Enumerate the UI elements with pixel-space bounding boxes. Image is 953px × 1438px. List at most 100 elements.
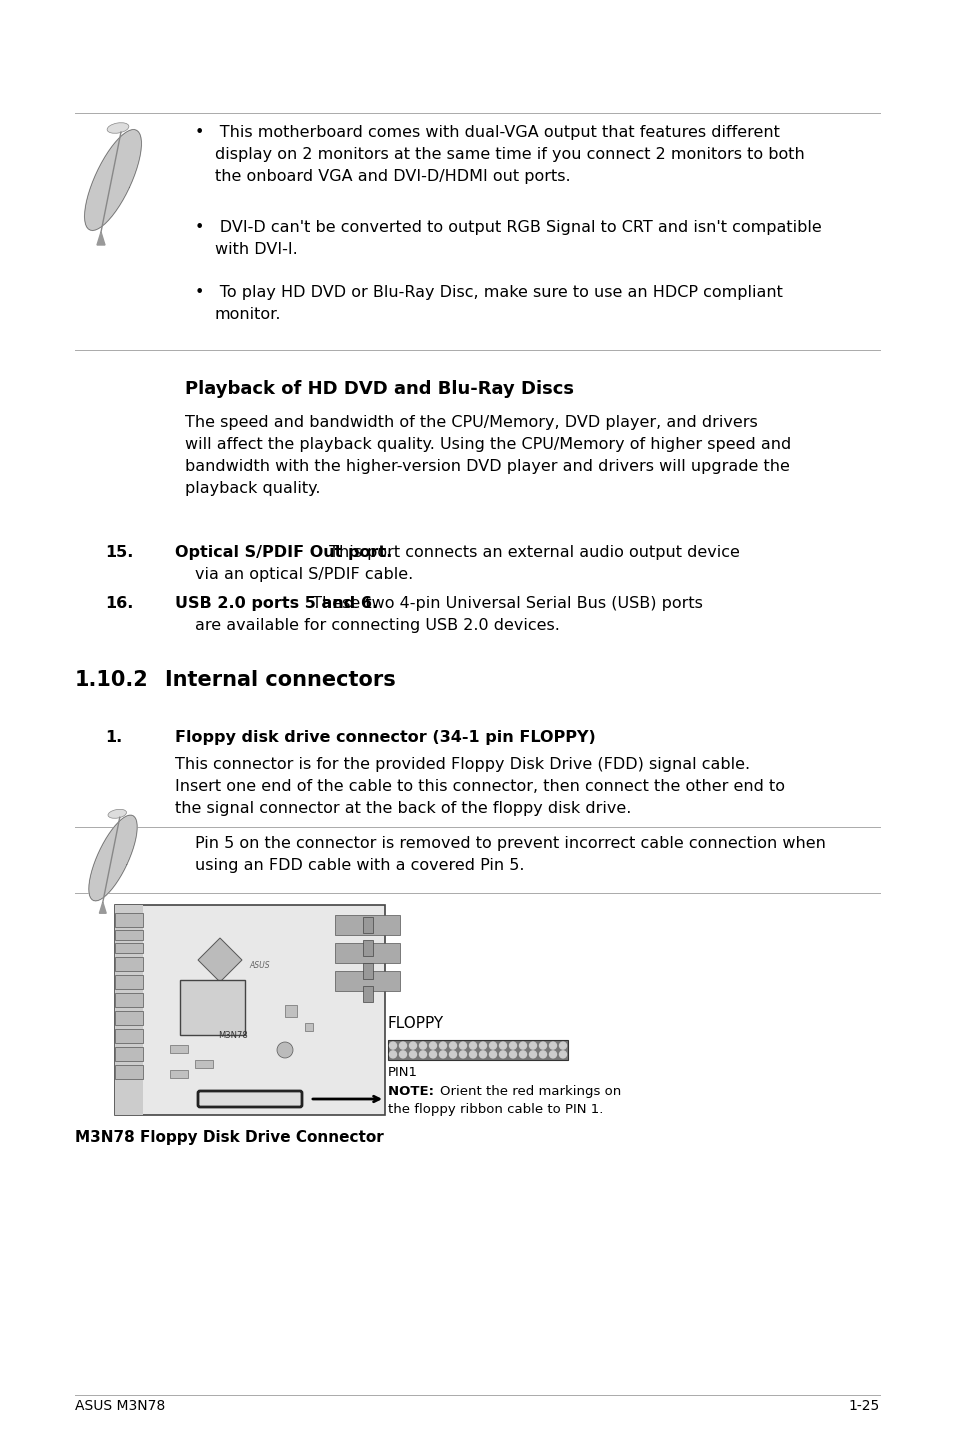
Text: Pin 5 on the connector is removed to prevent incorrect cable connection when: Pin 5 on the connector is removed to pre… (194, 835, 825, 851)
Bar (115, 913, 143, 928)
Polygon shape (198, 938, 242, 982)
Bar (335, 943, 399, 963)
Text: the floppy ribbon cable to PIN 1.: the floppy ribbon cable to PIN 1. (388, 1103, 602, 1116)
Circle shape (529, 1043, 536, 1050)
Text: playback quality.: playback quality. (185, 480, 320, 496)
Polygon shape (89, 815, 137, 900)
Circle shape (429, 1051, 436, 1058)
Text: 1-25: 1-25 (848, 1399, 879, 1414)
Text: Optical S/PDIF Out port.: Optical S/PDIF Out port. (174, 545, 392, 559)
Bar (170, 1070, 188, 1078)
Circle shape (499, 1043, 506, 1050)
Bar (285, 1005, 296, 1017)
Circle shape (489, 1051, 496, 1058)
Text: Floppy disk drive connector (34-1 pin FLOPPY): Floppy disk drive connector (34-1 pin FL… (174, 731, 595, 745)
Bar (194, 1060, 213, 1068)
Text: M3N78: M3N78 (218, 1031, 248, 1040)
Circle shape (479, 1051, 486, 1058)
Bar (363, 963, 373, 979)
Circle shape (419, 1051, 426, 1058)
Circle shape (539, 1043, 546, 1050)
Text: bandwidth with the higher-version DVD player and drivers will upgrade the: bandwidth with the higher-version DVD pl… (185, 459, 789, 475)
Text: M3N78 Floppy Disk Drive Connector: M3N78 Floppy Disk Drive Connector (75, 1130, 383, 1145)
Text: FLOPPY: FLOPPY (388, 1017, 444, 1031)
Text: Internal connectors: Internal connectors (165, 670, 395, 690)
Circle shape (469, 1051, 476, 1058)
Text: USB 2.0 ports 5 and 6.: USB 2.0 ports 5 and 6. (174, 595, 377, 611)
Text: 1.: 1. (105, 731, 122, 745)
Circle shape (469, 1043, 476, 1050)
Circle shape (549, 1043, 556, 1050)
Circle shape (409, 1051, 416, 1058)
Circle shape (499, 1051, 506, 1058)
Circle shape (439, 1043, 446, 1050)
Bar (115, 1047, 143, 1061)
Circle shape (519, 1043, 526, 1050)
Circle shape (399, 1051, 406, 1058)
Text: Insert one end of the cable to this connector, then connect the other end to: Insert one end of the cable to this conn… (174, 779, 784, 794)
Bar (363, 986, 373, 1002)
Circle shape (276, 1043, 293, 1058)
Text: •   To play HD DVD or Blu-Ray Disc, make sure to use an HDCP compliant: • To play HD DVD or Blu-Ray Disc, make s… (194, 285, 782, 301)
Text: The speed and bandwidth of the CPU/Memory, DVD player, and drivers: The speed and bandwidth of the CPU/Memor… (185, 416, 757, 430)
Text: will affect the playback quality. Using the CPU/Memory of higher speed and: will affect the playback quality. Using … (185, 437, 790, 452)
Circle shape (409, 1043, 416, 1050)
Text: ASUS: ASUS (250, 961, 270, 969)
Circle shape (399, 1043, 406, 1050)
Circle shape (389, 1051, 396, 1058)
Text: •   This motherboard comes with dual-VGA output that features different: • This motherboard comes with dual-VGA o… (194, 125, 779, 139)
Bar (335, 915, 399, 935)
Polygon shape (99, 902, 106, 913)
Circle shape (529, 1051, 536, 1058)
Circle shape (479, 1043, 486, 1050)
Bar (115, 975, 143, 989)
Text: NOTE:: NOTE: (388, 1086, 438, 1099)
Ellipse shape (108, 810, 127, 818)
Circle shape (489, 1043, 496, 1050)
Bar (115, 905, 143, 1114)
Text: are available for connecting USB 2.0 devices.: are available for connecting USB 2.0 dev… (194, 618, 559, 633)
Circle shape (558, 1043, 566, 1050)
Circle shape (509, 1043, 516, 1050)
Text: This connector is for the provided Floppy Disk Drive (FDD) signal cable.: This connector is for the provided Flopp… (174, 756, 749, 772)
Circle shape (449, 1051, 456, 1058)
Circle shape (419, 1043, 426, 1050)
Text: Orient the red markings on: Orient the red markings on (439, 1086, 620, 1099)
Bar (115, 1011, 143, 1025)
Text: display on 2 monitors at the same time if you connect 2 monitors to both: display on 2 monitors at the same time i… (214, 147, 804, 162)
Bar (363, 940, 373, 956)
Bar (170, 1045, 188, 1053)
Polygon shape (97, 232, 105, 244)
Text: with DVI-I.: with DVI-I. (214, 242, 297, 257)
Bar (115, 958, 143, 971)
Bar (180, 981, 245, 1035)
Text: These two 4-pin Universal Serial Bus (USB) ports: These two 4-pin Universal Serial Bus (US… (307, 595, 702, 611)
Bar (115, 905, 385, 1114)
Circle shape (389, 1043, 396, 1050)
Circle shape (519, 1051, 526, 1058)
Text: ASUS M3N78: ASUS M3N78 (75, 1399, 165, 1414)
Bar (305, 1022, 313, 1031)
Bar (115, 994, 143, 1007)
Circle shape (509, 1051, 516, 1058)
Text: 15.: 15. (105, 545, 133, 559)
Text: the signal connector at the back of the floppy disk drive.: the signal connector at the back of the … (174, 801, 631, 815)
FancyBboxPatch shape (198, 1091, 302, 1107)
Bar (115, 1030, 143, 1043)
Text: via an optical S/PDIF cable.: via an optical S/PDIF cable. (194, 567, 413, 582)
Text: •   DVI-D can't be converted to output RGB Signal to CRT and isn't compatible: • DVI-D can't be converted to output RGB… (194, 220, 821, 234)
Circle shape (539, 1051, 546, 1058)
Bar (388, 1040, 567, 1060)
Text: monitor.: monitor. (214, 306, 281, 322)
Polygon shape (85, 129, 141, 230)
Circle shape (459, 1043, 466, 1050)
Bar (115, 943, 143, 953)
Text: This port connects an external audio output device: This port connects an external audio out… (323, 545, 739, 559)
Bar (115, 1066, 143, 1078)
Text: Playback of HD DVD and Blu-Ray Discs: Playback of HD DVD and Blu-Ray Discs (185, 380, 574, 398)
Circle shape (558, 1051, 566, 1058)
Text: 1.10.2: 1.10.2 (75, 670, 149, 690)
Bar (115, 930, 143, 940)
Text: using an FDD cable with a covered Pin 5.: using an FDD cable with a covered Pin 5. (194, 858, 524, 873)
Circle shape (449, 1043, 456, 1050)
